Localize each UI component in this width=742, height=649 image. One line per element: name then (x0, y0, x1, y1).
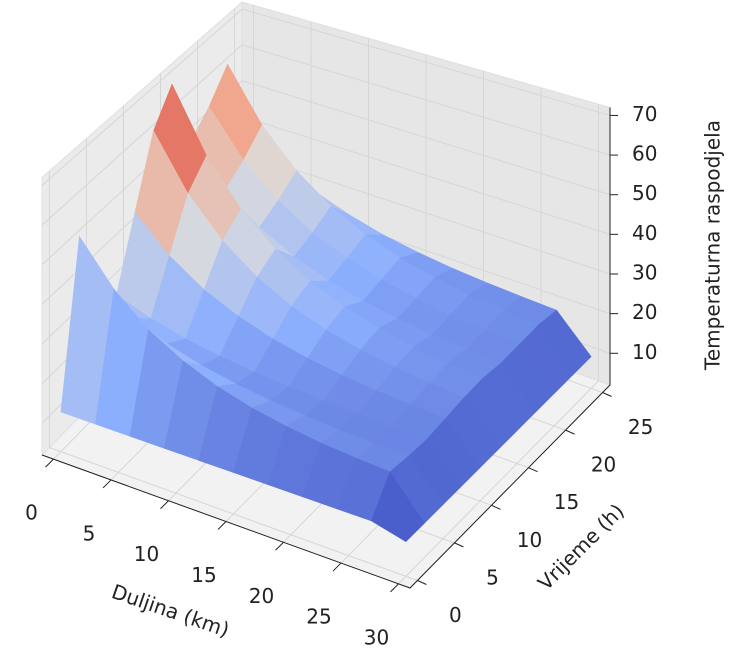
grid-line (241, 44, 611, 156)
x-tick (390, 583, 399, 593)
z-tick-label: 10 (632, 340, 657, 364)
grid-line (49, 447, 418, 581)
grid-line (398, 380, 599, 585)
y-tick (417, 580, 427, 585)
x-tick (160, 500, 169, 510)
x-tick (332, 562, 342, 572)
y-tick-label: 25 (628, 415, 653, 439)
y-tick (491, 504, 501, 510)
y-tick (454, 542, 464, 548)
grid-line (41, 44, 243, 226)
y-tick (528, 467, 538, 473)
x-axis-label: Duljina (km) (109, 579, 233, 642)
x-tick-label: 20 (249, 584, 274, 608)
y-tick (602, 392, 612, 397)
x-tick-label: 25 (306, 605, 331, 629)
x-tick-label: 5 (83, 521, 96, 545)
z-axis-label: Temperaturna raspodjela (701, 120, 725, 371)
z-tick-label: 50 (632, 181, 657, 205)
x-tick-label: 10 (134, 542, 159, 566)
z-tick-label: 70 (632, 102, 657, 126)
grid-line (241, 80, 611, 196)
x-tick-label: 0 (25, 501, 38, 525)
y-axis-label: Vrijeme (h) (533, 499, 629, 595)
grid-line (41, 8, 243, 186)
y-tick-label: 0 (449, 603, 462, 627)
z-tick-label: 60 (632, 142, 657, 166)
y-tick-label: 5 (486, 565, 499, 589)
x-tick (45, 458, 54, 468)
x-tick (217, 521, 227, 530)
y-tick-label: 15 (554, 490, 579, 514)
grid-line (241, 8, 611, 116)
z-tick-label: 30 (632, 261, 657, 285)
surface (60, 63, 592, 543)
grid-line (241, 115, 611, 235)
x-tick (102, 479, 112, 489)
surface-patch (371, 471, 425, 543)
y-tick (565, 429, 575, 435)
grid-line (241, 151, 611, 275)
axis-edge (41, 107, 611, 589)
z-tick-label: 20 (632, 300, 657, 324)
y-tick-label: 20 (591, 453, 616, 477)
z-tick-label: 40 (632, 221, 657, 245)
x-tick-label: 15 (191, 563, 216, 587)
y-tick-label: 10 (517, 528, 542, 552)
x-tick (275, 541, 284, 551)
x-tick-label: 30 (364, 625, 389, 649)
